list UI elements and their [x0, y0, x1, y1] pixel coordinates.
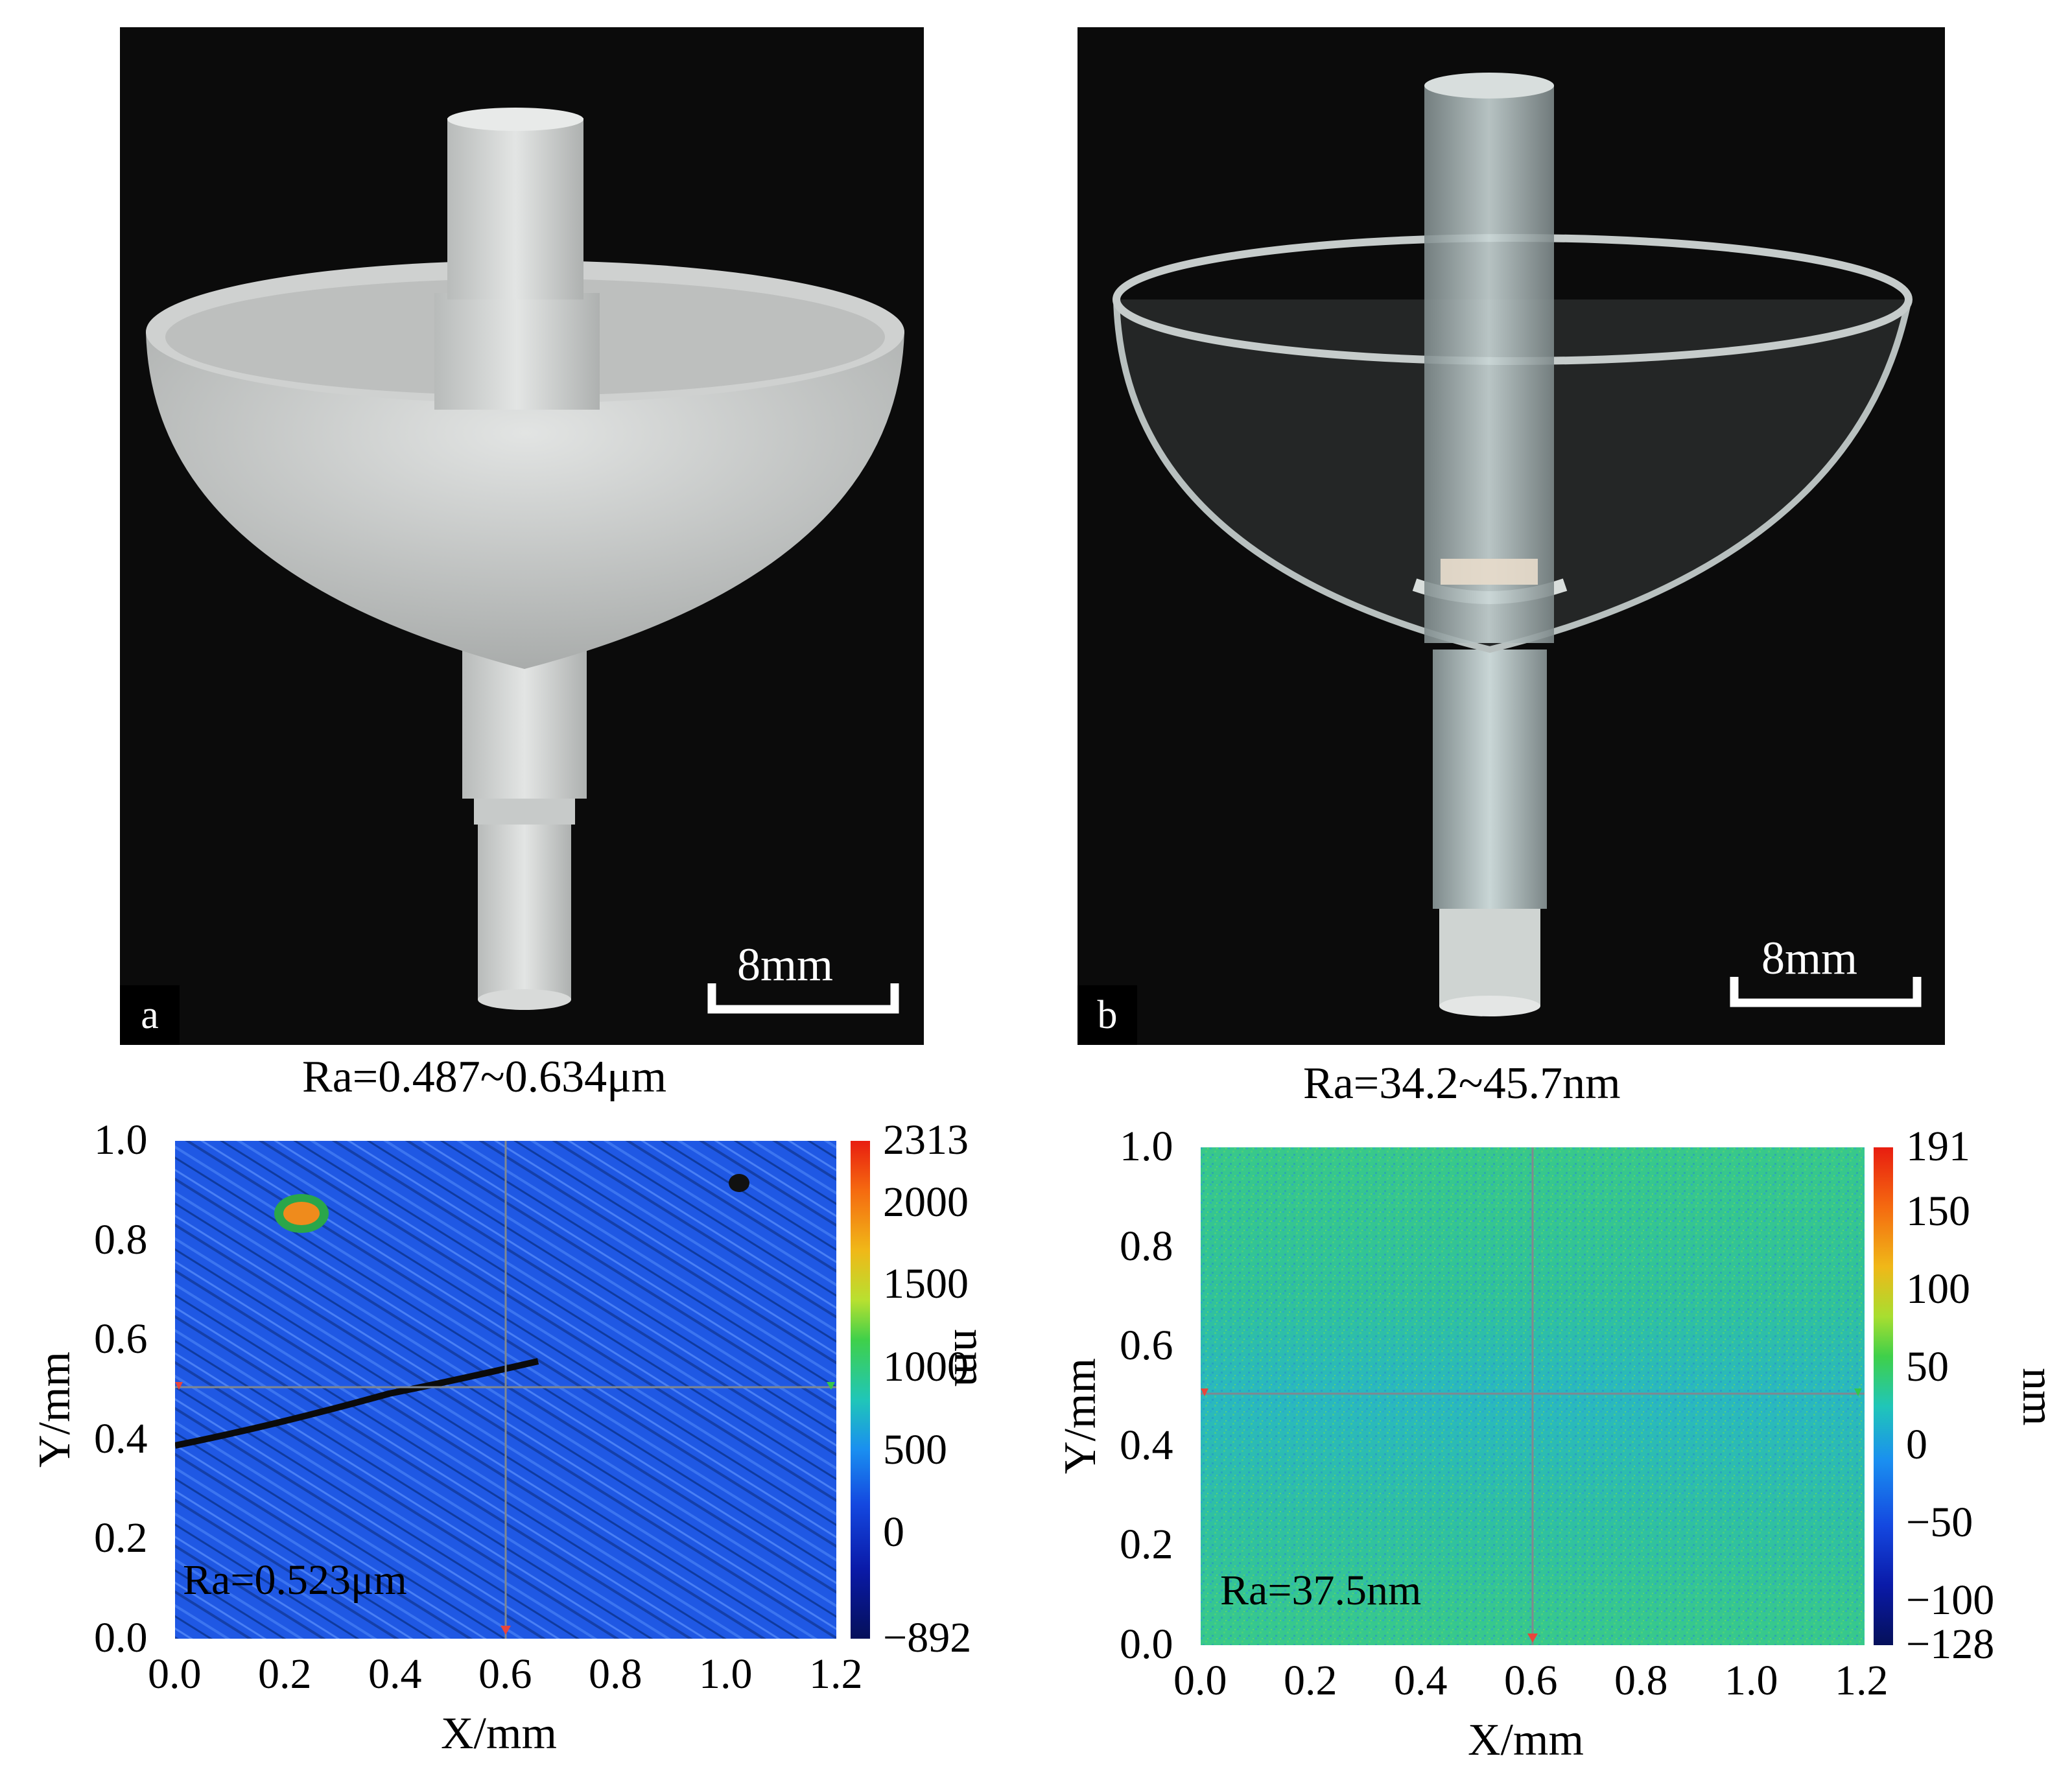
colorbar-tick-label: −100 — [1906, 1576, 1995, 1624]
colorbar-a — [851, 1141, 870, 1639]
x-tick-label: 0.0 — [1173, 1657, 1227, 1704]
x-tick-label: 0.8 — [1614, 1657, 1668, 1704]
photo-panel-a: 8mm a — [120, 27, 924, 1045]
panel-label-b: b — [1077, 985, 1137, 1045]
y-tick-label: 0.8 — [94, 1215, 148, 1263]
x-tick-label: 0.2 — [258, 1650, 312, 1698]
y-tick-label: 0.6 — [1120, 1322, 1173, 1370]
x-tick-label: 0.4 — [1394, 1657, 1448, 1704]
scale-bar-b — [1730, 977, 1922, 1007]
x-tick-label: 1.2 — [1835, 1657, 1889, 1704]
x-tick-label: 0.6 — [478, 1650, 532, 1698]
x-tick-label: 1.0 — [699, 1650, 753, 1698]
x-tick-label: 0.2 — [1284, 1657, 1337, 1704]
panel-label-a: a — [120, 985, 180, 1045]
ra-range-a: Ra=0.487~0.634μm — [302, 1052, 667, 1102]
y-axis-label: Y/mm — [30, 1352, 80, 1468]
y-tick-label: 0.8 — [1120, 1222, 1173, 1270]
y-tick-label: 0.0 — [94, 1614, 148, 1661]
y-tick-label: 0.2 — [1120, 1521, 1173, 1569]
y-tick-label: 0.4 — [94, 1414, 148, 1462]
y-axis-label: Y/mm — [1055, 1358, 1105, 1474]
colorbar-tick-label: 50 — [1906, 1343, 1949, 1390]
colorbar-tick-label: −50 — [1906, 1499, 1973, 1546]
surface-map-b: Ra=37.5nm — [1201, 1147, 1865, 1645]
x-tick-label: 0.0 — [148, 1650, 202, 1698]
polished-hemisphere-resonator-illustration — [1113, 73, 1913, 1016]
colorbar-tick-label: 150 — [1906, 1188, 1970, 1235]
x-tick-label: 0.6 — [1504, 1657, 1558, 1704]
colorbar-tick-label: −128 — [1906, 1621, 1995, 1668]
colorbar-tick-label: 191 — [1906, 1123, 1970, 1170]
colorbar-b — [1874, 1147, 1893, 1645]
surface-map-a: Ra=0.523μm — [175, 1141, 836, 1639]
x-axis-label: X/mm — [441, 1709, 557, 1759]
colorbar-tick-label: 500 — [883, 1426, 947, 1473]
colorbar-tick-label: 0 — [883, 1508, 904, 1556]
scale-bar-a — [707, 983, 899, 1014]
x-axis-label: X/mm — [1468, 1715, 1584, 1765]
photo-panel-b: 8mm b — [1077, 27, 1945, 1045]
ra-range-b: Ra=34.2~45.7nm — [1303, 1059, 1621, 1108]
y-tick-label: 1.0 — [1120, 1123, 1173, 1170]
scale-bar-label-b: 8mm — [1761, 932, 1858, 984]
colorbar-tick-label: 100 — [1906, 1265, 1970, 1313]
surface-map-b-texture — [1201, 1147, 1865, 1645]
ra-inlay-a: Ra=0.523μm — [183, 1556, 407, 1604]
x-tick-label: 0.8 — [589, 1650, 642, 1698]
y-tick-label: 0.0 — [1120, 1621, 1173, 1668]
scale-bar-label-a: 8mm — [737, 939, 834, 990]
frosted-hemisphere-resonator-illustration — [146, 108, 904, 1010]
y-tick-label: 0.4 — [1120, 1421, 1173, 1469]
y-tick-label: 0.2 — [94, 1514, 148, 1562]
colorbar-unit-b: nm — [2013, 1368, 2063, 1426]
colorbar-tick-label: 0 — [1906, 1421, 1927, 1468]
x-tick-label: 1.0 — [1725, 1657, 1778, 1704]
x-tick-label: 1.2 — [809, 1650, 863, 1698]
ra-inlay-b: Ra=37.5nm — [1220, 1567, 1422, 1614]
colorbar-tick-label: 2313 — [883, 1116, 969, 1164]
colorbar-tick-label: −892 — [883, 1614, 972, 1661]
x-tick-label: 0.4 — [368, 1650, 422, 1698]
colorbar-tick-label: 2000 — [883, 1178, 969, 1226]
colorbar-tick-label: 1000 — [883, 1343, 969, 1390]
y-tick-label: 0.6 — [94, 1315, 148, 1363]
colorbar-tick-label: 1500 — [883, 1260, 969, 1307]
surface-map-a-texture — [175, 1141, 836, 1639]
y-tick-label: 1.0 — [94, 1116, 148, 1164]
